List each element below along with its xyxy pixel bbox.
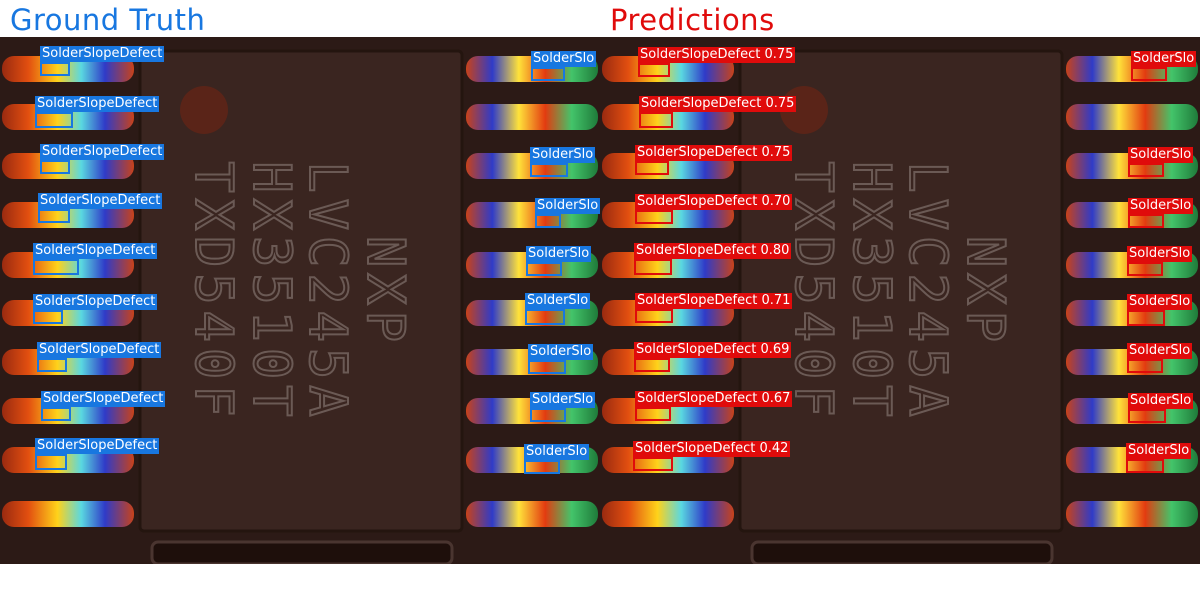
detection-label: SolderSlo xyxy=(526,246,591,262)
bounding-box xyxy=(1127,359,1163,373)
detection-label: SolderSlo xyxy=(530,392,595,408)
bounding-box xyxy=(1126,459,1164,473)
detection-label: SolderSlo xyxy=(524,444,589,460)
detection-label: SolderSlopeDefect 0.75 xyxy=(638,47,795,63)
predictions-panel: NXP LVC245A HX3510T TXD540F SolderSlopeDefe… xyxy=(600,37,1200,564)
chip-marking-line: LVC245A xyxy=(897,161,957,422)
detection-label: SolderSlo xyxy=(1131,51,1196,67)
bounding-box xyxy=(531,67,565,81)
bounding-box xyxy=(33,259,79,275)
bounding-box xyxy=(633,457,673,471)
detection-label: SolderSlopeDefect 0.42 xyxy=(633,441,790,457)
detection-label: SolderSlo xyxy=(525,293,590,309)
chip-marking-line: NXP xyxy=(355,236,415,348)
detection-label: SolderSlopeDefect xyxy=(38,193,162,209)
detection-label: SolderSlopeDefect xyxy=(41,391,165,407)
bounding-box xyxy=(41,407,71,421)
bounding-box xyxy=(40,160,70,174)
detection-label: SolderSlopeDefect 0.69 xyxy=(634,342,791,358)
detection-label: SolderSlo xyxy=(1128,147,1193,163)
detection-label: SolderSlopeDefect xyxy=(33,294,157,310)
bounding-box xyxy=(635,407,671,421)
predictions-title: Predictions xyxy=(610,2,775,38)
detection-label: SolderSlo xyxy=(530,147,595,163)
solder-joint xyxy=(1066,501,1198,527)
bounding-box xyxy=(635,309,673,323)
detection-label: SolderSlopeDefect 0.67 xyxy=(635,391,792,407)
bounding-box xyxy=(33,310,63,324)
detection-label: SolderSlopeDefect 0.80 xyxy=(634,243,791,259)
chip-marking-line: TXD540F xyxy=(183,161,243,422)
detection-label: SolderSlopeDefect xyxy=(35,96,159,112)
chip-marking-line: HX3510T xyxy=(241,161,301,422)
bounding-box xyxy=(1131,67,1167,81)
bounding-box xyxy=(1128,409,1166,423)
bounding-box xyxy=(528,360,566,374)
bottom-margin xyxy=(0,564,1200,600)
bounding-box xyxy=(525,309,565,325)
pin1-marker xyxy=(180,86,228,134)
bounding-box xyxy=(524,460,560,474)
board-edge xyxy=(152,542,452,564)
ground-truth-panel: NXP LVC245A HX3510T TXD540F SolderSlopeDefe… xyxy=(0,37,600,564)
solder-joint xyxy=(2,501,134,527)
detection-label: SolderSlo xyxy=(1127,343,1192,359)
detection-label: SolderSlopeDefect 0.75 xyxy=(635,145,792,161)
board-edge xyxy=(752,542,1052,564)
detection-label: SolderSlopeDefect xyxy=(33,243,157,259)
bounding-box xyxy=(535,214,561,228)
bounding-box xyxy=(1128,163,1164,177)
bounding-box xyxy=(635,210,673,224)
solder-joint xyxy=(466,501,598,527)
chip-marking-line: NXP xyxy=(955,236,1015,348)
detection-label: SolderSlopeDefect 0.71 xyxy=(635,293,792,309)
chip-marking-line: HX3510T xyxy=(841,161,901,422)
detection-label: SolderSlo xyxy=(1127,246,1192,262)
detection-label: SolderSlopeDefect xyxy=(40,144,164,160)
detection-label: SolderSlopeDefect xyxy=(35,438,159,454)
detection-label: SolderSlo xyxy=(1128,393,1193,409)
solder-joint xyxy=(602,501,734,527)
detection-label: SolderSlopeDefect 0.75 xyxy=(639,96,796,112)
bounding-box xyxy=(634,259,672,275)
bounding-box xyxy=(35,454,67,470)
bounding-box xyxy=(530,163,568,177)
detection-label: SolderSlo xyxy=(531,51,596,67)
bounding-box xyxy=(639,112,673,128)
bounding-box xyxy=(1127,310,1165,326)
bounding-box xyxy=(40,62,70,76)
detection-label: SolderSlopeDefect 0.70 xyxy=(635,194,792,210)
bounding-box xyxy=(1128,214,1164,228)
bounding-box xyxy=(35,112,73,128)
bounding-box xyxy=(38,209,70,223)
detection-label: SolderSlopeDefect xyxy=(37,342,161,358)
detection-label: SolderSlo xyxy=(1126,443,1191,459)
detection-label: SolderSlopeDefect xyxy=(40,46,164,62)
bounding-box xyxy=(635,161,669,175)
bounding-box xyxy=(37,358,67,372)
bounding-box xyxy=(634,358,670,372)
detection-label: SolderSlo xyxy=(1127,294,1192,310)
bounding-box xyxy=(638,63,670,77)
detection-label: SolderSlo xyxy=(528,344,593,360)
bounding-box xyxy=(526,262,562,276)
detection-label: SolderSlo xyxy=(1128,198,1193,214)
solder-joint xyxy=(1066,104,1198,130)
bounding-box xyxy=(1127,262,1163,276)
bounding-box xyxy=(530,408,566,422)
ground-truth-title: Ground Truth xyxy=(10,2,205,38)
detection-label: SolderSlo xyxy=(535,198,600,214)
chip-marking-line: LVC245A xyxy=(297,161,357,422)
solder-joint xyxy=(466,104,598,130)
